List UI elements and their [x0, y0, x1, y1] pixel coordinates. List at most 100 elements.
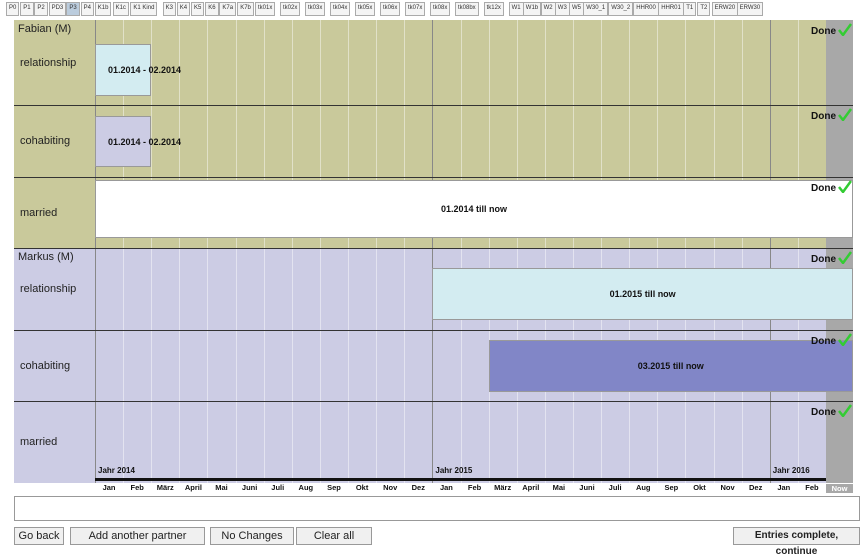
month-label: März — [156, 483, 174, 492]
grid-line — [348, 20, 350, 248]
grid-line — [404, 20, 406, 248]
tab[interactable]: PD3 — [48, 2, 67, 16]
grid-line — [460, 20, 462, 248]
tab[interactable]: P4 — [80, 2, 94, 16]
tab[interactable]: K3 — [162, 2, 176, 16]
month-label: Okt — [693, 483, 706, 492]
month-label: Dez — [411, 483, 425, 492]
tab[interactable]: K6 — [205, 2, 219, 16]
month-label: Dez — [749, 483, 763, 492]
continue-button[interactable]: Entries complete, continue — [733, 527, 860, 557]
status-done: Done — [811, 26, 836, 37]
period-bar: 01.2014 - 02.2014 — [95, 116, 181, 167]
check-icon — [838, 180, 853, 195]
grid-line — [769, 20, 771, 248]
period-label: 03.2015 till now — [637, 361, 704, 371]
timeline-axis — [95, 478, 826, 481]
grid-line — [348, 248, 350, 483]
tab[interactable]: K4 — [176, 2, 191, 16]
month-label: Juli — [608, 483, 622, 492]
grid-line — [460, 248, 462, 483]
tab[interactable]: tk01x — [255, 2, 276, 16]
tab[interactable]: W2 — [540, 2, 556, 16]
row-separator — [14, 401, 853, 402]
month-label: Aug — [635, 483, 651, 492]
grid-line — [376, 20, 378, 248]
tab[interactable]: tk08bx — [455, 2, 479, 16]
tab[interactable]: HHR00 — [633, 2, 659, 16]
grid-line — [572, 20, 574, 248]
status-done: Done — [811, 183, 836, 194]
no-changes-button[interactable]: No Changes — [210, 527, 294, 545]
tab[interactable]: W3 — [554, 2, 570, 16]
year-label: Jahr 2015 — [435, 466, 473, 475]
status-done: Done — [811, 254, 836, 265]
tab[interactable]: P1 — [20, 2, 34, 16]
tab[interactable]: K7a — [219, 2, 237, 16]
tab[interactable]: K1c — [112, 2, 129, 16]
tab[interactable]: ERW30 — [736, 2, 764, 16]
tab[interactable]: P2 — [34, 2, 48, 16]
tab[interactable]: W30_1 — [583, 2, 609, 16]
grid-line — [376, 248, 378, 483]
period-bar: 01.2014 till now — [95, 180, 853, 238]
tab[interactable]: W30_2 — [608, 2, 634, 16]
tab[interactable]: W1 — [508, 2, 524, 16]
tab[interactable]: K5 — [191, 2, 205, 16]
tab[interactable]: T2 — [697, 2, 711, 16]
tab[interactable]: K1b — [94, 2, 112, 16]
period-label: 01.2014 - 02.2014 — [108, 136, 182, 147]
check-icon — [838, 404, 853, 419]
grid-line — [741, 20, 743, 248]
status-done: Done — [811, 407, 836, 418]
grid-line — [123, 248, 125, 483]
tab[interactable]: tk12x — [483, 2, 504, 16]
grid-line — [179, 248, 181, 483]
tab[interactable]: tk07x — [405, 2, 426, 16]
tab[interactable]: T1 — [683, 2, 697, 16]
clear-all-button[interactable]: Clear all — [296, 527, 372, 545]
tab[interactable]: ERW20 — [711, 2, 739, 16]
go-back-button[interactable]: Go back — [14, 527, 64, 545]
tab[interactable]: P3 — [66, 2, 80, 16]
checkmark — [838, 404, 853, 419]
month-label: Jan — [777, 483, 791, 492]
tab[interactable]: tk03x — [305, 2, 326, 16]
month-label: März — [494, 483, 512, 492]
text-input[interactable] — [14, 496, 860, 521]
row-label: relationship — [20, 283, 77, 295]
row-label: cohabiting — [20, 359, 71, 372]
status-done: Done — [811, 336, 836, 347]
grid-line — [235, 248, 237, 483]
month-label: Sep — [327, 483, 341, 492]
add-partner-button[interactable]: Add another partner — [70, 527, 205, 545]
month-label: Mai — [552, 483, 566, 492]
month-label: Feb — [467, 483, 482, 492]
tab[interactable]: tk08x — [430, 2, 451, 16]
tab[interactable]: HHR01 — [658, 2, 684, 16]
period-bar: 01.2015 till now — [432, 268, 853, 320]
check-icon — [838, 108, 853, 123]
month-label: Okt — [355, 483, 369, 492]
tab[interactable]: P0 — [6, 2, 20, 16]
tab[interactable]: tk02x — [280, 2, 301, 16]
page: Go back Add another partner No Changes C… — [6, 2, 860, 557]
grid-line — [713, 20, 715, 248]
tab[interactable]: W1b — [522, 2, 542, 16]
tab[interactable]: tk05x — [355, 2, 376, 16]
checkmark — [838, 108, 853, 123]
month-label: Feb — [805, 483, 819, 492]
grid-line — [291, 248, 293, 483]
person-name: Markus (M) — [18, 251, 74, 263]
grid-line — [797, 20, 799, 248]
tab[interactable]: tk06x — [380, 2, 401, 16]
check-icon — [838, 251, 853, 266]
tab[interactable]: K7b — [237, 2, 254, 16]
row-label: married — [20, 206, 58, 219]
tab[interactable]: K1 Kind — [130, 2, 158, 16]
month-label: Nov — [383, 483, 398, 492]
tab[interactable]: W5 — [569, 2, 584, 16]
tab[interactable]: tk04x — [330, 2, 351, 16]
grid-line — [207, 20, 209, 248]
month-label: Feb — [130, 483, 144, 492]
